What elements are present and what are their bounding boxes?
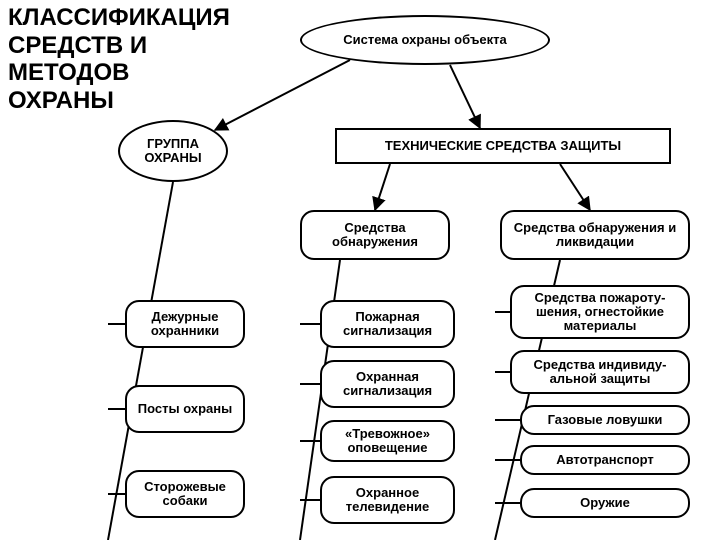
diagram-title: КЛАССИФИКАЦИЯ СРЕДСТВ И МЕТОДОВ ОХРАНЫ [8,4,230,114]
node-detect: Средства обнаружения [300,210,450,260]
node-gas: Газовые ловушки [520,405,690,435]
node-dogs: Сторожевые собаки [125,470,245,518]
node-security: Охранная сигнализация [320,360,455,408]
node-detliq: Средства обнаружения и ликвидации [500,210,690,260]
node-auto: Автотранспорт [520,445,690,475]
node-ppe: Средства индивиду- альной защиты [510,350,690,394]
node-firefight: Средства пожароту- шения, огнестойкие ма… [510,285,690,339]
node-tech: ТЕХНИЧЕСКИЕ СРЕДСТВА ЗАЩИТЫ [335,128,671,164]
node-fire: Пожарная сигнализация [320,300,455,348]
node-posts: Посты охраны [125,385,245,433]
node-group: ГРУППА ОХРАНЫ [118,120,228,182]
node-alarm: «Тревожное» оповещение [320,420,455,462]
node-cctv: Охранное телевидение [320,476,455,524]
node-root: Система охраны объекта [300,15,550,65]
node-duty: Дежурные охранники [125,300,245,348]
node-weapon: Оружие [520,488,690,518]
